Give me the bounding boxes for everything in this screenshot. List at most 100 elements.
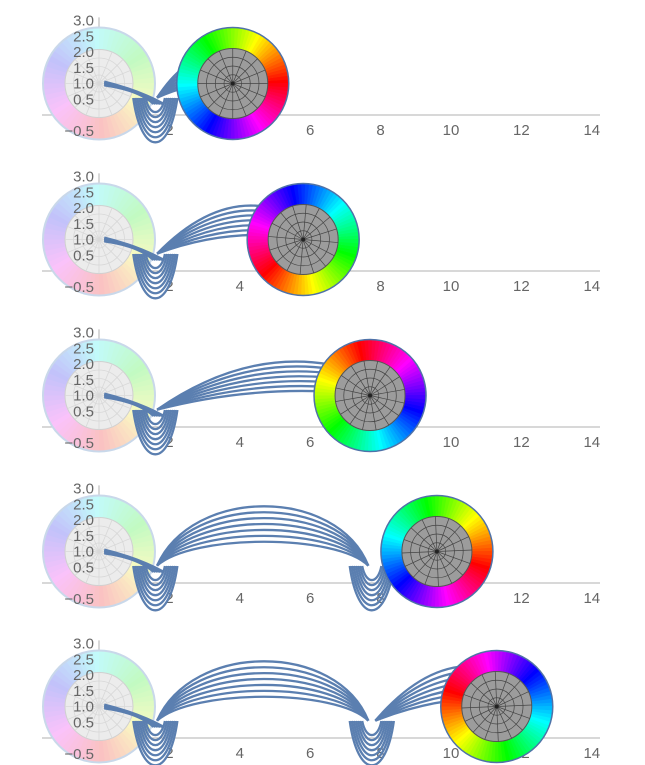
color-wheel-segment (462, 573, 481, 591)
color-wheel-segment (442, 585, 451, 607)
reference-wheel-segment (121, 353, 141, 373)
cusp-loop (352, 720, 391, 757)
color-wheel-segment (383, 426, 396, 448)
reference-wheel-segment (53, 259, 74, 278)
color-wheel-segment (335, 251, 356, 263)
color-wheel-segment (265, 63, 287, 74)
cusp-loop (144, 97, 167, 114)
color-wheel-segment (313, 271, 325, 293)
reference-wheel-segment (57, 106, 77, 126)
color-wheel-segment (523, 726, 543, 743)
color-wheel-segment (465, 658, 480, 678)
color-wheel-segment (315, 402, 337, 412)
color-wheel-segment (311, 272, 321, 294)
reference-wheel-segment (129, 372, 153, 385)
color-wheel-segment (326, 356, 345, 374)
color-wheel-segment (254, 39, 271, 58)
cusp-loop (140, 565, 171, 592)
reference-wheel-segment (102, 428, 112, 452)
color-wheel-segment (530, 711, 553, 719)
color-wheel-segment (201, 112, 216, 133)
color-wheel-segment (382, 343, 395, 365)
y-tick-label: 2.5 (73, 340, 94, 357)
color-wheel-segment (466, 567, 487, 582)
reference-wheel-segment (43, 539, 66, 549)
reference-wheel-segment (61, 350, 80, 371)
reference-wheel-segment (86, 339, 96, 363)
color-wheel-segment (396, 509, 414, 528)
reference-wheel-segment (102, 739, 112, 763)
y-tick-label: 0.5 (73, 714, 94, 731)
color-wheel-segment (198, 111, 214, 131)
reference-wheel-segment (98, 27, 105, 50)
reference-wheel-segment (102, 495, 111, 519)
color-wheel-segment (387, 567, 408, 582)
reference-wheel-segment (132, 706, 155, 713)
color-wheel-segment (187, 104, 207, 120)
color-wheel-segment (249, 249, 271, 260)
cusp-loop (361, 720, 383, 737)
color-wheel-segment (262, 53, 283, 68)
y-tick-label: 0.5 (73, 91, 94, 108)
color-wheel-segment (521, 728, 540, 746)
color-wheel-segment (337, 244, 359, 252)
color-wheel-segment (528, 718, 550, 730)
color-wheel-segment (271, 191, 286, 211)
color-wheel-segment (248, 113, 262, 134)
color-wheel-segment (445, 497, 455, 519)
reference-wheel-segment (65, 191, 82, 213)
color-wheel-segment (368, 430, 373, 452)
color-wheel-segment (208, 114, 220, 136)
color-wheel-segment (514, 735, 529, 755)
color-wheel-segment (356, 429, 365, 451)
reference-wheel-segment (45, 372, 68, 386)
reference-wheel-segment (99, 585, 106, 608)
reference-wheel-segment (50, 362, 72, 379)
reference-wheel-segment (76, 114, 89, 137)
y-tick-label: −0.5 (64, 123, 94, 140)
reference-wheel-segment (121, 664, 141, 684)
color-wheel-segment (530, 694, 553, 702)
reference-wheel-segment (86, 27, 96, 51)
color-wheel-segment (264, 95, 286, 107)
x-tick-label: 8 (376, 278, 384, 295)
rolling-color-wheel (313, 338, 427, 453)
color-wheel-segment (378, 428, 388, 450)
y-tick-label: 2.0 (73, 356, 94, 373)
color-wheel-segment (314, 395, 336, 400)
color-wheel-segment (391, 421, 408, 440)
cusp-loop (132, 409, 179, 456)
trajectory-curve (156, 505, 370, 567)
color-wheel-segment (250, 216, 272, 228)
color-wheel-segment (494, 741, 500, 763)
reference-wheel-segment (124, 668, 145, 687)
color-wheel-segment (324, 265, 341, 284)
color-wheel-segment (314, 391, 336, 396)
reference-wheel-segment (131, 533, 154, 545)
color-wheel-segment (387, 521, 408, 536)
color-wheel-segment (342, 425, 355, 447)
color-wheel-segment (402, 505, 418, 525)
y-tick-label: 2.5 (73, 28, 94, 45)
reference-wheel-segment (81, 340, 92, 364)
color-wheel-segment (391, 572, 411, 588)
y-tick-label: −0.5 (64, 746, 94, 763)
color-wheel-segment (389, 348, 405, 368)
reference-wheel-segment (44, 378, 67, 389)
color-wheel-segment (201, 35, 216, 55)
color-wheel-segment (207, 31, 220, 53)
reference-wheel-segment (50, 256, 72, 273)
reference-wheel-segment (112, 112, 128, 135)
color-wheel-segment (463, 571, 483, 588)
reference-wheel-segment (70, 32, 86, 55)
y-tick-label: 3.0 (73, 325, 94, 342)
reference-wheel-segment (43, 87, 66, 96)
color-wheel-segment (204, 113, 218, 135)
x-tick-label: 12 (513, 122, 530, 139)
color-wheel-segment (255, 258, 276, 273)
color-wheel-segment (261, 101, 281, 117)
color-wheel-segment (301, 274, 306, 296)
color-wheel-segment (315, 380, 337, 389)
cusp-loop (134, 720, 177, 762)
color-wheel-segment (265, 265, 282, 284)
